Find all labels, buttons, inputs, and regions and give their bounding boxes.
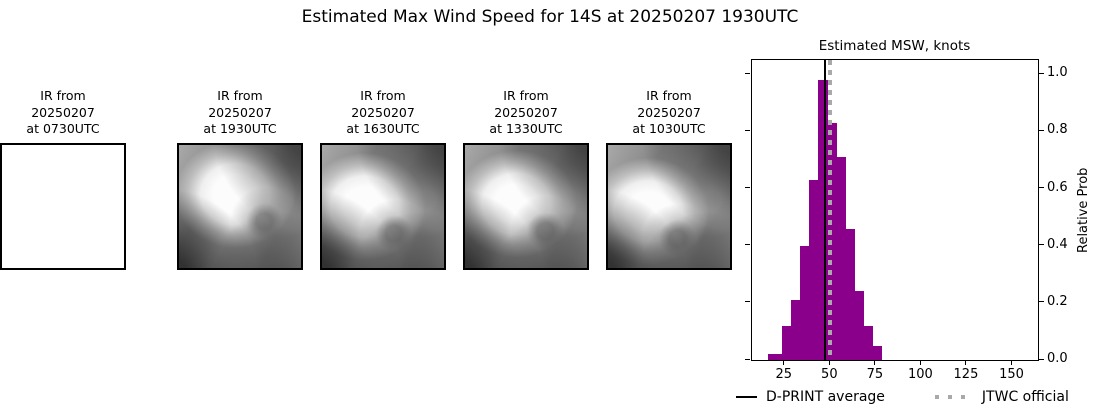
- ir-satellite-image-1330utc: [463, 142, 589, 270]
- histogram-bar: [873, 345, 883, 360]
- x-tick-label: 150: [999, 367, 1024, 382]
- tick-mark: [965, 361, 967, 365]
- x-tick-label: 50: [821, 367, 838, 382]
- x-tick-label: 25: [775, 367, 793, 382]
- histogram-bar: [854, 291, 865, 360]
- tick-mark: [783, 361, 785, 365]
- ir-panel-0730utc: IR from 20250207 at 0730UTC: [0, 88, 126, 270]
- histogram-bar: [818, 80, 828, 360]
- histogram-bar: [845, 228, 855, 360]
- jtwc-official-line: [828, 60, 833, 360]
- legend-label-dprint: D-PRINT average: [766, 388, 885, 405]
- ir-panel-1030utc: IR from 20250207 at 1030UTC: [606, 88, 732, 270]
- tick-mark: [745, 301, 750, 303]
- ir-satellite-image-1930utc: [177, 142, 303, 270]
- y-tick-label: 0.0: [1047, 351, 1068, 366]
- jtwc-official-dotted-swatch: [934, 394, 973, 399]
- legend-label-jtwc: JTWC official: [981, 388, 1069, 405]
- tick-mark: [745, 187, 750, 189]
- msw-histogram-plot: [751, 59, 1039, 361]
- tick-mark: [828, 361, 830, 365]
- tick-mark: [745, 358, 750, 360]
- tick-mark: [1039, 301, 1044, 303]
- ir-panel-1630utc: IR from 20250207 at 1630UTC: [320, 88, 446, 270]
- histogram-bar: [782, 325, 792, 360]
- tick-mark: [919, 361, 921, 365]
- y-tick-label: 0.4: [1047, 236, 1068, 252]
- tick-mark: [874, 361, 876, 365]
- x-tick-label: 75: [866, 367, 884, 382]
- ir-panel-1930utc: IR from 20250207 at 1930UTC: [177, 88, 303, 270]
- dprint-average-line: [823, 60, 826, 360]
- tick-mark: [745, 244, 750, 246]
- y-tick-label: 0.2: [1047, 293, 1068, 309]
- tick-mark: [1039, 72, 1044, 74]
- tick-mark: [745, 129, 750, 131]
- histogram-bar: [800, 245, 810, 360]
- ir-label: IR from 20250207 at 1330UTC: [489, 88, 563, 136]
- tick-mark: [1039, 187, 1044, 189]
- histogram-bar: [809, 180, 819, 360]
- ir-satellite-image-0730utc: [0, 142, 126, 270]
- page-title: Estimated Max Wind Speed for 14S at 2025…: [301, 7, 799, 27]
- ir-label: IR from 20250207 at 1030UTC: [632, 88, 706, 136]
- ir-label: IR from 20250207 at 0730UTC: [26, 88, 100, 136]
- tick-mark: [745, 72, 750, 74]
- chart-title: Estimated MSW, knots: [818, 38, 971, 54]
- x-tick-label: 100: [907, 367, 933, 382]
- ir-satellite-image-1030utc: [606, 142, 732, 270]
- chart-legend: D-PRINT average JTWC official: [736, 388, 1069, 405]
- tick-mark: [1039, 358, 1044, 360]
- tick-mark: [1039, 244, 1044, 246]
- dprint-average-line-swatch: [736, 395, 757, 398]
- histogram-bar: [836, 157, 846, 360]
- tick-mark: [1010, 361, 1012, 365]
- x-tick-label: 125: [953, 367, 979, 382]
- histogram-bar: [768, 354, 783, 360]
- y-tick-label: 0.8: [1047, 122, 1068, 138]
- histogram-bar: [791, 300, 801, 360]
- y-axis-label: Relative Prob: [1076, 167, 1091, 253]
- y-tick-label: 1.0: [1047, 65, 1068, 81]
- histogram-bar: [864, 325, 874, 360]
- ir-label: IR from 20250207 at 1630UTC: [346, 88, 420, 136]
- ir-label: IR from 20250207 at 1930UTC: [203, 88, 277, 136]
- y-tick-label: 0.6: [1047, 179, 1068, 195]
- tick-mark: [1039, 129, 1044, 131]
- ir-panel-1330utc: IR from 20250207 at 1330UTC: [463, 88, 589, 270]
- ir-satellite-image-1630utc: [320, 142, 446, 270]
